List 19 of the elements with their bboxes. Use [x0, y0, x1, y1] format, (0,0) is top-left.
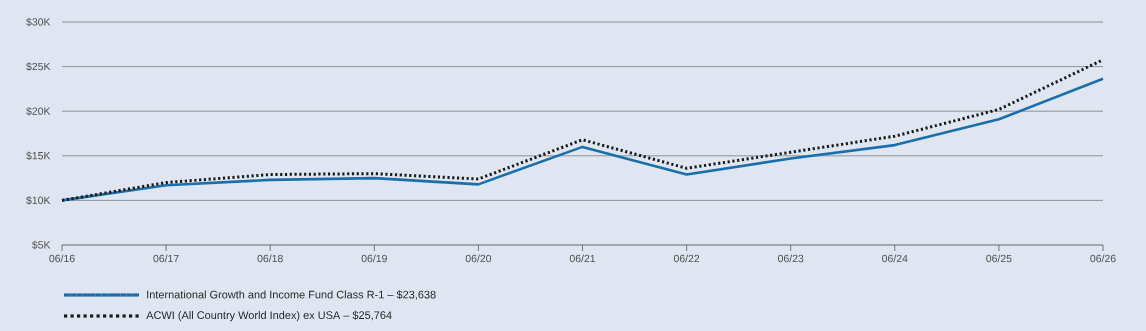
x-tick-label: 06/24	[882, 254, 908, 263]
x-tick-label: 06/23	[778, 254, 804, 263]
y-tick-label: $10K	[26, 196, 51, 205]
x-tick-label: 06/22	[673, 254, 700, 263]
x-tick-label: 06/17	[153, 254, 179, 263]
x-tick-label: 06/21	[569, 254, 596, 263]
y-tick-label: $25K	[26, 62, 51, 71]
x-tick-label: 06/25	[986, 254, 1012, 263]
y-tick-label: $30K	[26, 17, 51, 27]
x-tick-label: 06/26	[1090, 254, 1116, 263]
y-tick-label: $5K	[31, 240, 51, 250]
legend-label: International Growth and Income Fund Class R-1 – $23,638	[147, 290, 436, 300]
legend-label: ACWI (All Country World Index) ex USA – $25,764	[146, 310, 392, 322]
y-tick-label: $20K	[26, 106, 51, 116]
x-tick-label: 06/20	[465, 254, 492, 263]
x-tick-label: 06/19	[361, 254, 387, 263]
x-tick-label: 06/18	[257, 254, 283, 263]
x-tick-label: 06/16	[49, 254, 75, 263]
y-tick-label: $15K	[26, 151, 51, 161]
